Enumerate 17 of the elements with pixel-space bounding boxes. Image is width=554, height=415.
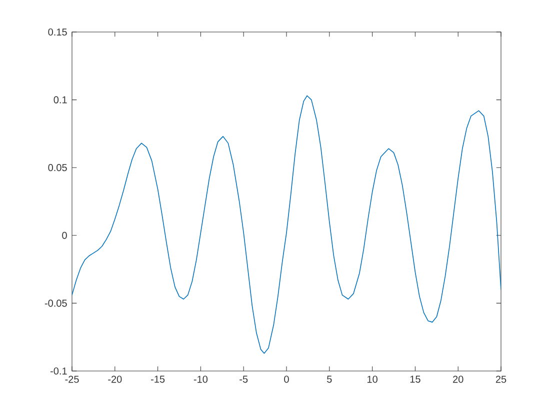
y-tick-label: 0 [62, 232, 67, 239]
x-tick-label: -25 [65, 376, 79, 383]
y-tick-label: 0.1 [54, 96, 67, 104]
x-tick-label: -15 [151, 376, 165, 383]
x-tick-label: 25 [496, 376, 506, 383]
x-tick-label: 10 [367, 376, 378, 383]
x-tick-label: 0 [284, 376, 289, 383]
y-tick-label: -0.1 [50, 367, 67, 375]
y-tick-label: 0.15 [48, 28, 67, 36]
y-tick-label: 0.05 [48, 164, 67, 172]
x-tick-label: -20 [108, 376, 122, 383]
x-tick-label: -10 [194, 376, 208, 383]
x-tick-label: 5 [327, 376, 332, 383]
x-tick-label: -5 [240, 376, 248, 383]
y-tick-label: -0.05 [44, 300, 67, 307]
x-tick-label: 20 [453, 376, 464, 383]
x-tick-label: 15 [410, 376, 420, 383]
